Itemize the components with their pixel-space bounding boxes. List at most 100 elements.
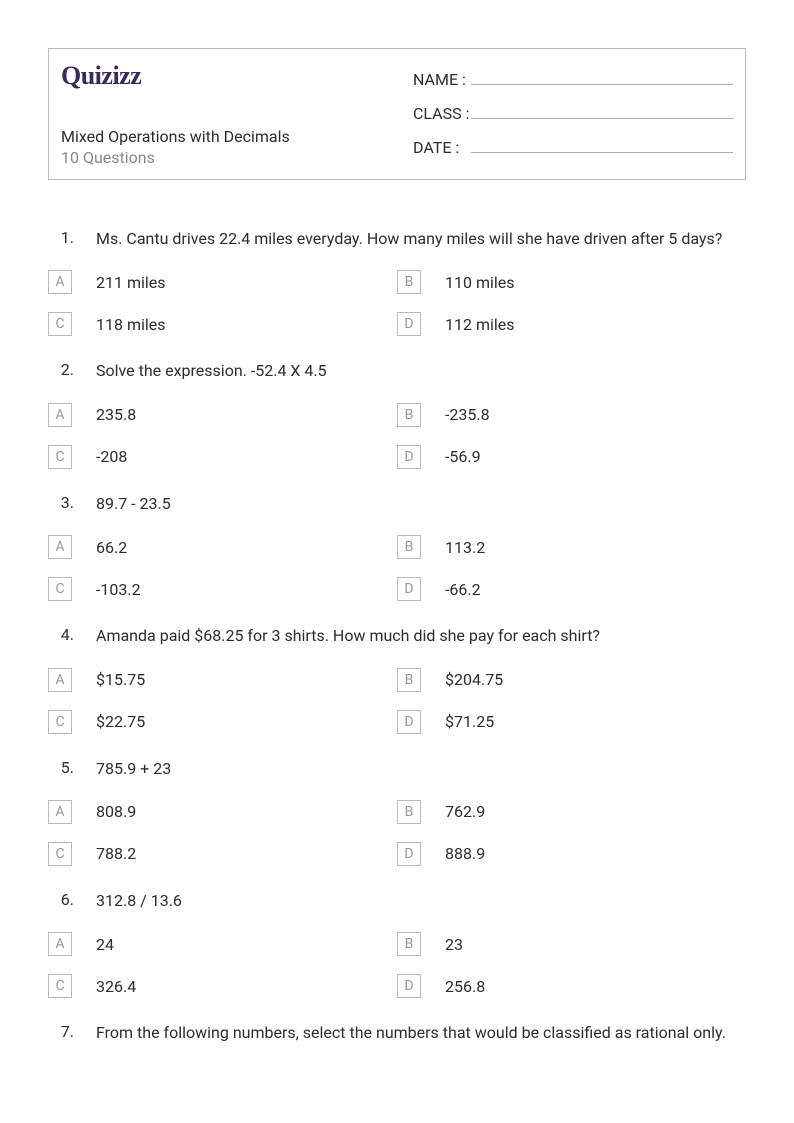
answer-row: C118 milesD112 miles	[48, 312, 746, 336]
answer-cell: A 24	[48, 932, 397, 956]
quizizz-logo: Quizizz	[61, 61, 413, 91]
answer-row: C -208 D -56.9	[48, 445, 746, 469]
question-number: 4.	[48, 625, 96, 647]
answer-letter-box[interactable]: D	[397, 445, 421, 469]
answer-text: $22.75	[96, 712, 145, 731]
answer-cell: A 211 miles	[48, 270, 397, 294]
answer-row: C 788.2 D 888.9	[48, 842, 746, 866]
date-field-row: DATE :	[413, 135, 733, 157]
date-label: DATE :	[413, 138, 471, 157]
answer-row: A$15.75B$204.75	[48, 668, 746, 692]
answer-text: -208	[96, 447, 127, 466]
answer-text: -66.2	[445, 580, 481, 599]
answer-letter-box[interactable]: A	[48, 932, 72, 956]
answer-text: 888.9	[445, 844, 485, 863]
answer-row: A235.8B-235.8	[48, 403, 746, 427]
answer-text: 326.4	[96, 977, 136, 996]
answers: A 808.9 B 762.9 C 788.2 D 888.9	[48, 800, 746, 866]
quiz-title: Mixed Operations with Decimals	[61, 127, 413, 146]
answer-letter-box[interactable]: B	[397, 800, 421, 824]
question-text: 312.8 / 13.6	[96, 890, 746, 912]
question-row: 3.89.7 - 23.5	[48, 493, 746, 515]
answer-text: -103.2	[96, 580, 141, 599]
answer-letter-box[interactable]: C	[48, 710, 72, 734]
question-block: 5.785.9 + 23 A 808.9 B 762.9 C 788.2 D 888.9	[48, 758, 746, 866]
answer-text: -235.8	[445, 405, 490, 424]
questions-container: 1.Ms. Cantu drives 22.4 miles everyday. …	[48, 228, 746, 1045]
quiz-subtitle: 10 Questions	[61, 148, 413, 167]
question-row: 7.From the following numbers, select the…	[48, 1022, 746, 1044]
answer-cell: D -56.9	[397, 445, 746, 469]
answer-letter-box[interactable]: D	[397, 842, 421, 866]
answer-letter-box[interactable]: A	[48, 668, 72, 692]
question-text: Solve the expression. -52.4 X 4.5	[96, 360, 746, 382]
answer-letter-box[interactable]: B	[397, 403, 421, 427]
answer-letter-box[interactable]: B	[397, 270, 421, 294]
answer-letter-box[interactable]: C	[48, 842, 72, 866]
answer-letter-box[interactable]: B	[397, 668, 421, 692]
date-input-line[interactable]	[471, 135, 733, 153]
answer-letter-box[interactable]: A	[48, 270, 72, 294]
answer-row: C 326.4 D 256.8	[48, 974, 746, 998]
question-text: 785.9 + 23	[96, 758, 746, 780]
answer-letter-box[interactable]: B	[397, 535, 421, 559]
answer-row: A 211 miles B 110 miles	[48, 270, 746, 294]
answer-letter-box[interactable]: D	[397, 577, 421, 601]
answer-text: -56.9	[445, 447, 481, 466]
question-row: 2.Solve the expression. -52.4 X 4.5	[48, 360, 746, 382]
answer-cell: C 788.2	[48, 842, 397, 866]
answers: A 211 miles B 110 miles C118 milesD112 miles	[48, 270, 746, 336]
answer-letter-box[interactable]: B	[397, 932, 421, 956]
answer-row: C -103.2 D -66.2	[48, 577, 746, 601]
answers: A 24 B 23 C 326.4 D 256.8	[48, 932, 746, 998]
answer-text: 788.2	[96, 844, 136, 863]
answer-letter-box[interactable]: C	[48, 974, 72, 998]
answer-cell: C $22.75	[48, 710, 397, 734]
answer-letter-box[interactable]: D	[397, 974, 421, 998]
answer-cell: D $71.25	[397, 710, 746, 734]
question-number: 6.	[48, 890, 96, 912]
question-number: 3.	[48, 493, 96, 515]
question-number: 5.	[48, 758, 96, 780]
name-label: NAME :	[413, 70, 471, 89]
answers: A66.2B 113.2 C -103.2 D -66.2	[48, 535, 746, 601]
answer-text: $15.75	[96, 670, 145, 689]
answer-cell: B 23	[397, 932, 746, 956]
answer-text: 256.8	[445, 977, 485, 996]
question-row: 6.312.8 / 13.6	[48, 890, 746, 912]
answer-cell: B -235.8	[397, 403, 746, 427]
answer-letter-box[interactable]: D	[397, 312, 421, 336]
class-label: CLASS :	[413, 104, 471, 123]
answer-cell: C -103.2	[48, 577, 397, 601]
answer-letter-box[interactable]: D	[397, 710, 421, 734]
answer-letter-box[interactable]: A	[48, 535, 72, 559]
answer-cell: C 326.4	[48, 974, 397, 998]
question-row: 4.Amanda paid $68.25 for 3 shirts. How m…	[48, 625, 746, 647]
question-text: From the following numbers, select the n…	[96, 1022, 746, 1044]
answer-letter-box[interactable]: A	[48, 800, 72, 824]
answer-letter-box[interactable]: C	[48, 312, 72, 336]
answer-text: 23	[445, 935, 463, 954]
answer-text: 24	[96, 935, 114, 954]
answer-text: 762.9	[445, 802, 485, 821]
answer-cell: D112 miles	[397, 312, 746, 336]
answer-text: 211 miles	[96, 273, 166, 292]
question-text: 89.7 - 23.5	[96, 493, 746, 515]
answer-letter-box[interactable]: C	[48, 445, 72, 469]
answer-text: 110 miles	[445, 273, 515, 292]
header-left: Quizizz Mixed Operations with Decimals 1…	[61, 61, 413, 167]
answer-cell: A66.2	[48, 535, 397, 559]
answer-cell: B 110 miles	[397, 270, 746, 294]
answer-text: 808.9	[96, 802, 136, 821]
answer-cell: B 762.9	[397, 800, 746, 824]
name-input-line[interactable]	[471, 67, 733, 85]
answers: A235.8B-235.8C-208D-56.9	[48, 403, 746, 469]
answer-text: $71.25	[445, 712, 494, 731]
answer-letter-box[interactable]: C	[48, 577, 72, 601]
answer-letter-box[interactable]: A	[48, 403, 72, 427]
answer-cell: B 113.2	[397, 535, 746, 559]
class-input-line[interactable]	[471, 101, 733, 119]
answer-row: A 24 B 23	[48, 932, 746, 956]
answer-cell: A $15.75	[48, 668, 397, 692]
answer-text: 113.2	[445, 538, 485, 557]
